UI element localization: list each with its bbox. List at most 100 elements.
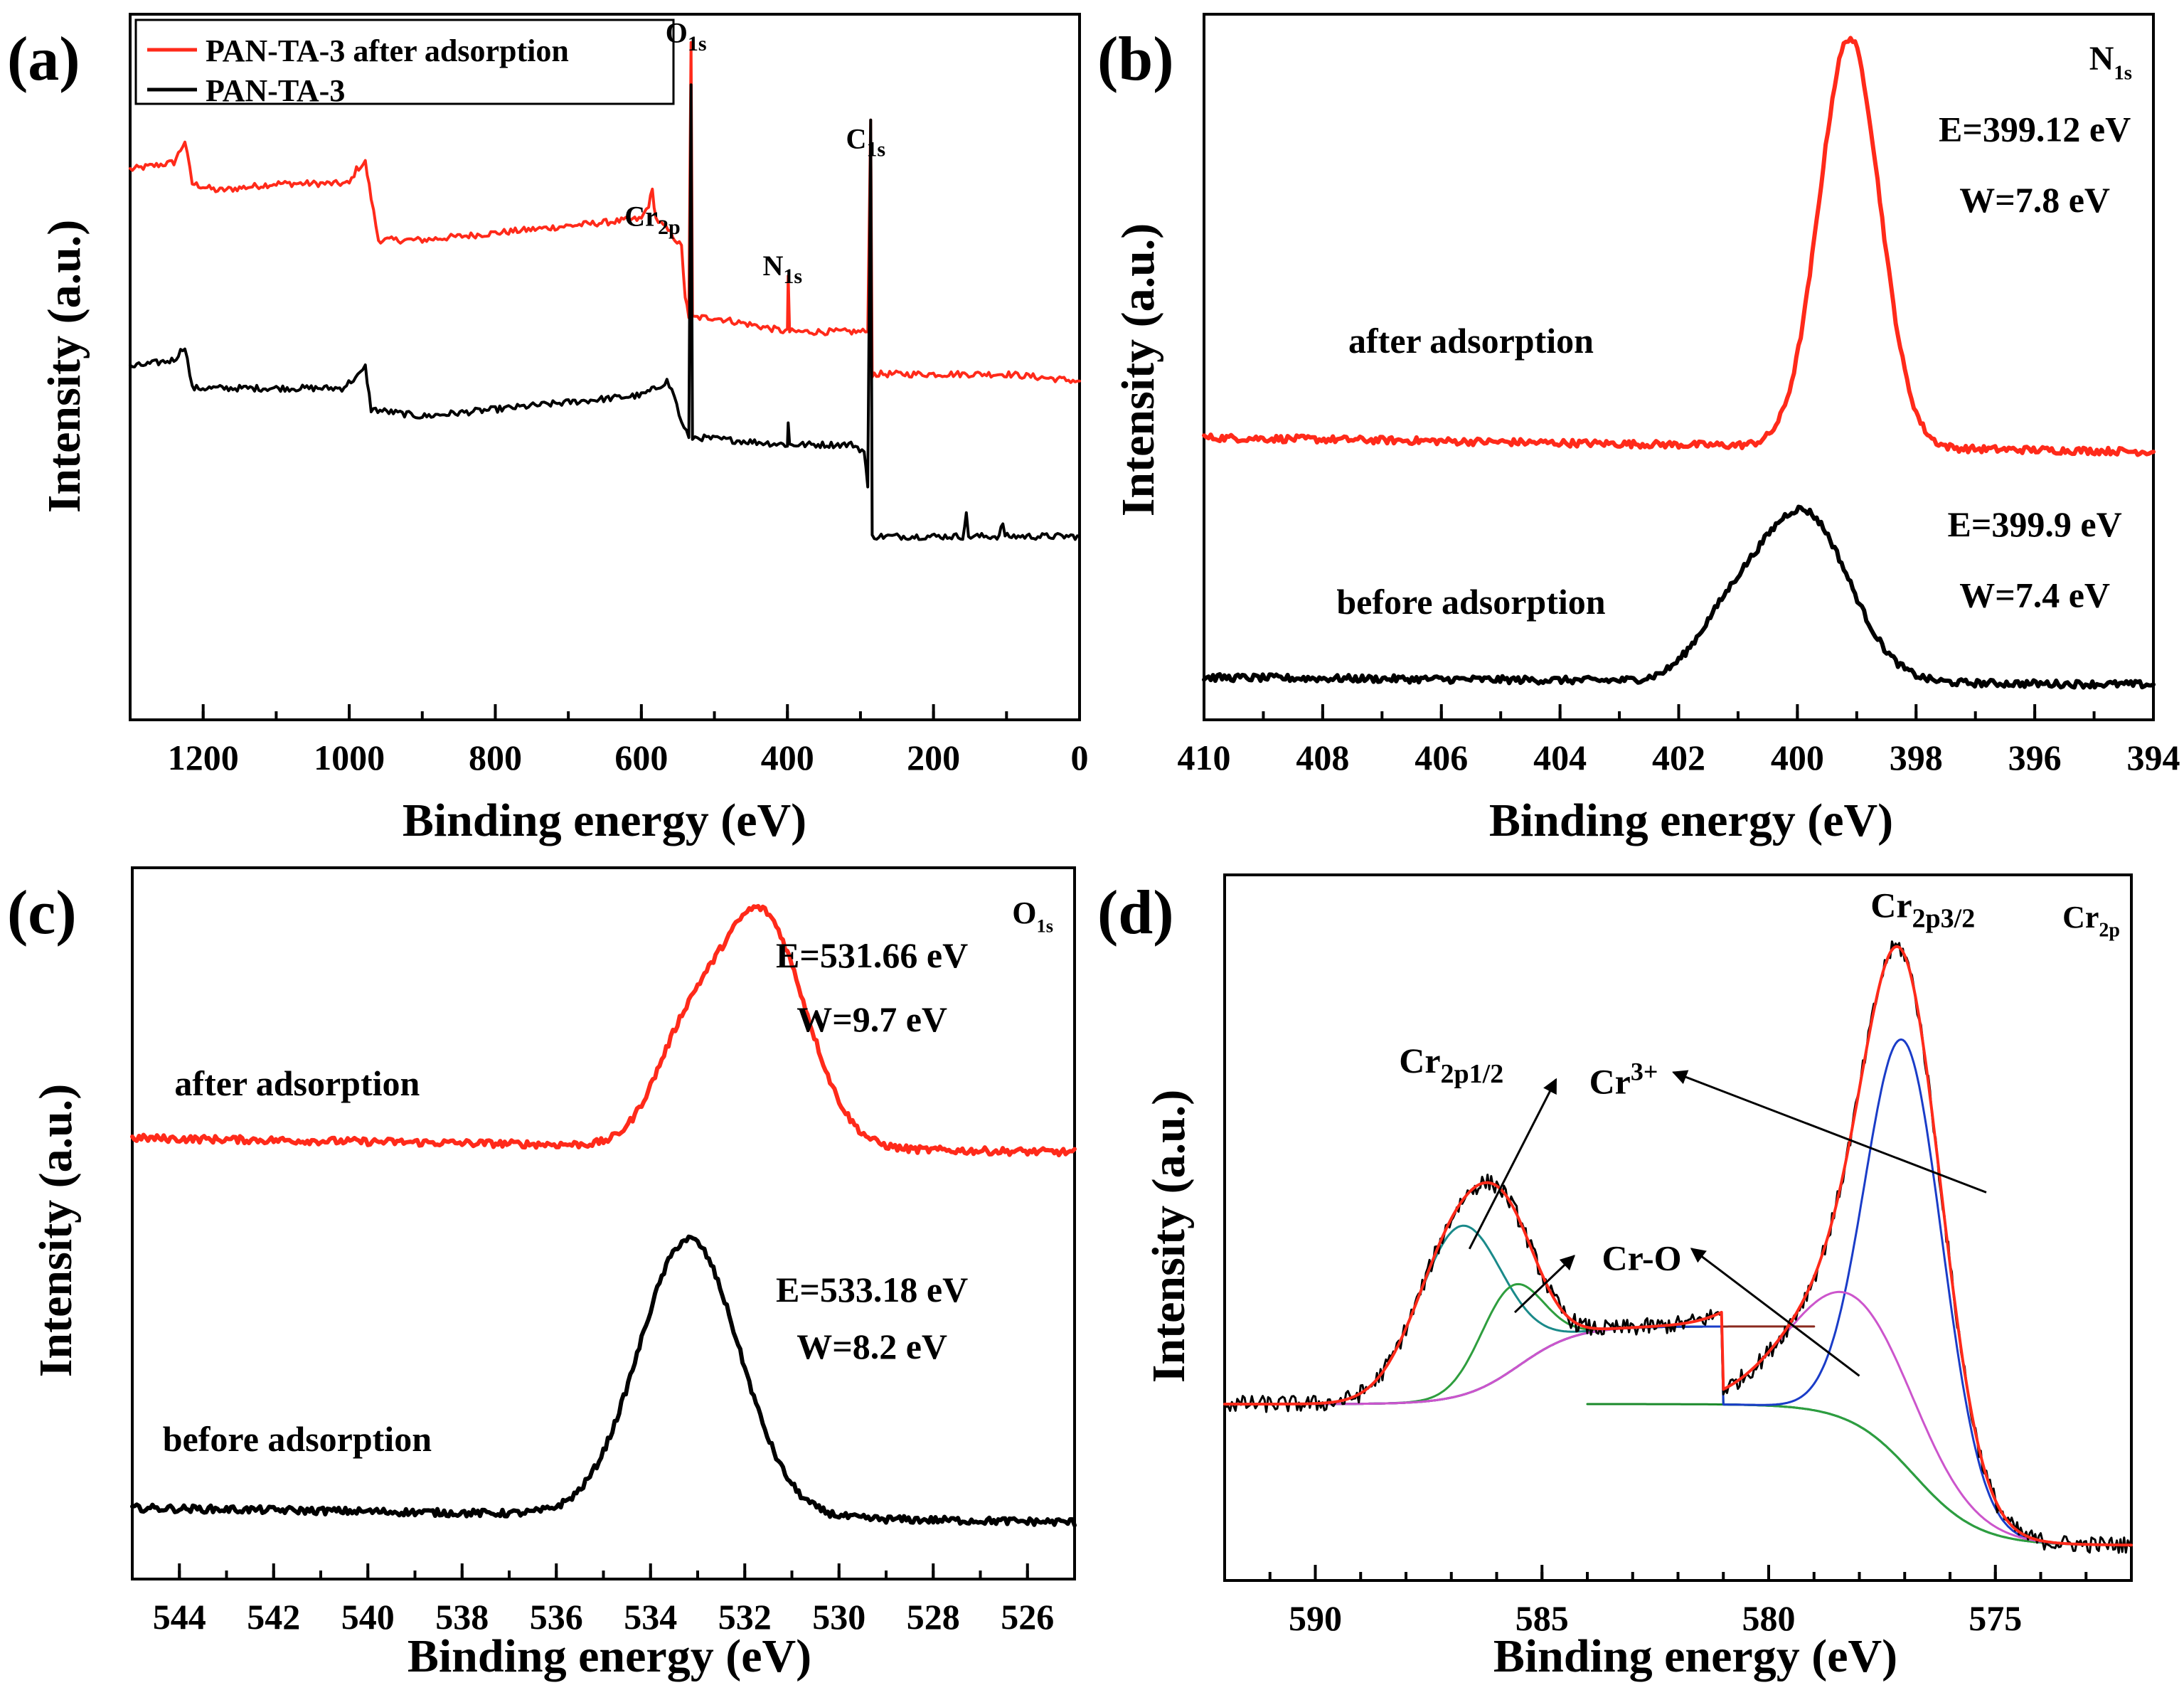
legend: PAN-TA-3 after adsorption PAN-TA-3 xyxy=(134,18,675,108)
label-sub: 1s xyxy=(866,138,885,161)
panel-b-xlabel: Binding energy (eV) xyxy=(1489,795,1893,846)
x-tick-label: 410 xyxy=(1178,738,1231,777)
panel-d-label: (d) xyxy=(1097,878,1174,947)
series-label: E=399.9 eV xyxy=(1948,504,2122,544)
x-tick-label: 530 xyxy=(812,1597,865,1637)
callout-arrow xyxy=(1690,1248,1860,1377)
label-sub: 1s xyxy=(688,32,707,55)
peak-annotation: N1s xyxy=(762,250,802,288)
series-label: E=533.18 eV xyxy=(776,1270,968,1309)
panel-c-xlabel: Binding energy (eV) xyxy=(407,1630,811,1682)
x-tick-label: 580 xyxy=(1742,1598,1796,1638)
x-tick-label: 538 xyxy=(435,1597,489,1637)
label-base: O xyxy=(1012,896,1036,930)
series-label: W=7.8 eV xyxy=(1959,180,2110,220)
callout-arrow xyxy=(1468,1078,1557,1250)
x-tick-label: 534 xyxy=(624,1597,677,1637)
plot-frame xyxy=(129,13,1081,721)
panel-a-plot: 1200 1000 800 600 400 200 0 PAN-TA-3 after adso… xyxy=(129,13,1089,777)
peak-annotation: O1s xyxy=(666,17,707,55)
label-sub: 1s xyxy=(2114,61,2132,84)
x-tick-label: 398 xyxy=(1890,738,1943,777)
series-label: W=7.4 eV xyxy=(1959,575,2110,615)
label-sub: 1s xyxy=(1037,915,1053,936)
peak-label: Cr2p1/2 xyxy=(1399,1041,1503,1089)
x-tick-label: 600 xyxy=(614,738,668,777)
series-line-after-adsorption xyxy=(129,41,1081,384)
series-label: before adsorption xyxy=(163,1419,432,1459)
x-tick-label: 542 xyxy=(247,1597,300,1637)
callout-arrow xyxy=(1513,1255,1576,1314)
panel-c: (c) 544 542 540 538 536 534 532 530 528 526 after … xyxy=(7,866,1077,1682)
x-tick-label: 396 xyxy=(2008,738,2062,777)
panel-b-label: (b) xyxy=(1097,25,1174,94)
series-label: W=9.7 eV xyxy=(797,999,947,1039)
series-line-before-adsorption xyxy=(1202,504,2156,690)
peak-annotation: C1s xyxy=(846,122,886,161)
panel-b: (b) 410 408 406 404 402 400 398 396 394 after ads… xyxy=(1097,13,2180,846)
series-line-before-adsorption xyxy=(130,1234,1077,1528)
label-base: Cr xyxy=(2062,900,2099,935)
x-tick-label: 400 xyxy=(761,738,814,777)
callout-arrow xyxy=(1672,1070,1987,1194)
panel-b-plot: 410 408 406 404 402 400 398 396 394 after adsorpt… xyxy=(1178,13,2180,777)
x-tick-label: 528 xyxy=(907,1597,960,1637)
label-base: Cr-O xyxy=(1602,1238,1682,1278)
label-base: Cr xyxy=(1399,1041,1440,1080)
panel-title: O1s xyxy=(1012,896,1053,936)
x-tick-label: 200 xyxy=(907,738,960,777)
x-tick-label: 526 xyxy=(1001,1597,1054,1637)
label-base: N xyxy=(762,250,783,282)
panel-d-ylabel: Intensity (a.u.) xyxy=(1143,1090,1195,1383)
label-sub: 2p3/2 xyxy=(1912,904,1976,934)
x-tick-label: 590 xyxy=(1289,1598,1342,1638)
series-label: W=8.2 eV xyxy=(797,1327,947,1366)
label-sub: 2p xyxy=(658,216,681,239)
x-tick-label: 406 xyxy=(1415,738,1468,777)
x-tick-label: 394 xyxy=(2127,738,2180,777)
peak-label: Cr2p3/2 xyxy=(1870,886,1975,934)
x-tick-label: 408 xyxy=(1296,738,1349,777)
label-sub: 2p1/2 xyxy=(1441,1059,1504,1089)
peak-annotation: Cr2p xyxy=(624,201,680,239)
series-label: after adsorption xyxy=(1348,321,1594,361)
fit-envelope-line xyxy=(1223,945,2133,1547)
plot-frame xyxy=(1223,873,2133,1582)
x-tick-label: 540 xyxy=(341,1597,395,1637)
series-label: E=531.66 eV xyxy=(776,935,968,975)
series-line-after-adsorption xyxy=(130,903,1077,1158)
panel-c-plot: 544 542 540 538 536 534 532 530 528 526 after adso… xyxy=(130,866,1077,1637)
panel-title: Cr2p xyxy=(2062,900,2120,941)
x-tick-label: 544 xyxy=(153,1597,206,1637)
label-sub: 1s xyxy=(783,265,802,288)
x-tick-label: 532 xyxy=(718,1597,772,1637)
panel-a-label: (a) xyxy=(7,25,80,94)
panel-title: N1s xyxy=(2089,40,2132,84)
x-tick-label: 800 xyxy=(469,738,522,777)
series-label: E=399.12 eV xyxy=(1939,110,2131,149)
label-base: Cr xyxy=(1589,1062,1631,1102)
label-base: O xyxy=(666,17,688,49)
panel-c-label: (c) xyxy=(7,878,77,947)
component-line xyxy=(1223,1038,2133,1546)
panel-a-xlabel: Binding energy (eV) xyxy=(403,795,806,846)
label-base: C xyxy=(846,122,867,154)
x-tick-label: 402 xyxy=(1652,738,1705,777)
label-base: Cr xyxy=(1870,886,1912,925)
legend-label: PAN-TA-3 after adsorption xyxy=(206,33,569,68)
panel-a: (a) 1200 1000 800 600 400 200 0 PAN-TA-3 after … xyxy=(7,13,1089,846)
x-tick-label: 404 xyxy=(1533,738,1587,777)
label-sub: 2p xyxy=(2099,919,2120,941)
panel-a-ylabel: Intensity (a.u.) xyxy=(38,220,90,514)
panel-c-ylabel: Intensity (a.u.) xyxy=(30,1084,82,1378)
x-tick-label: 1200 xyxy=(168,738,239,777)
x-tick-label: 0 xyxy=(1071,738,1089,777)
panel-d-xlabel: Binding energy (eV) xyxy=(1493,1630,1897,1682)
label-base: Cr xyxy=(624,201,658,233)
series-line-before-adsorption xyxy=(129,83,1081,541)
callout-label: Cr-O xyxy=(1602,1238,1682,1278)
label-sup: 3+ xyxy=(1631,1058,1658,1086)
